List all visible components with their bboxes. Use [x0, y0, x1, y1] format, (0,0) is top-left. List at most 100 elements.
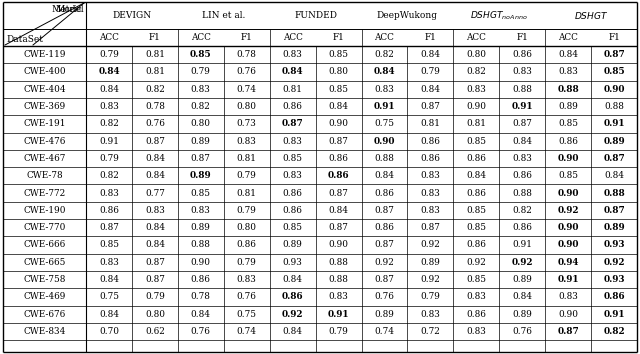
Text: LIN et al.: LIN et al. [202, 11, 245, 20]
Text: 0.83: 0.83 [191, 85, 211, 94]
Text: 0.81: 0.81 [283, 85, 303, 94]
Text: 0.84: 0.84 [558, 50, 578, 59]
Text: 0.85: 0.85 [558, 171, 578, 180]
Text: 0.83: 0.83 [512, 68, 532, 76]
Text: 0.86: 0.86 [604, 292, 625, 301]
Text: 0.83: 0.83 [328, 292, 348, 301]
Text: 0.75: 0.75 [237, 310, 257, 319]
Text: 0.82: 0.82 [99, 119, 119, 129]
Text: 0.72: 0.72 [420, 327, 440, 336]
Text: 0.89: 0.89 [604, 137, 625, 145]
Text: 0.80: 0.80 [328, 68, 349, 76]
Text: 0.86: 0.86 [374, 223, 394, 232]
Text: 0.83: 0.83 [283, 171, 303, 180]
Text: 0.83: 0.83 [237, 275, 257, 284]
Text: 0.87: 0.87 [145, 258, 165, 267]
Text: 0.90: 0.90 [328, 119, 349, 129]
Text: 0.87: 0.87 [557, 327, 579, 336]
Text: CWE-400: CWE-400 [23, 68, 66, 76]
Text: 0.82: 0.82 [99, 171, 119, 180]
Text: 0.87: 0.87 [328, 189, 348, 198]
Text: 0.87: 0.87 [603, 206, 625, 215]
Text: 0.81: 0.81 [145, 50, 165, 59]
Text: 0.86: 0.86 [467, 310, 486, 319]
Text: 0.87: 0.87 [328, 137, 348, 145]
Text: 0.75: 0.75 [99, 292, 119, 301]
Text: 0.81: 0.81 [237, 189, 257, 198]
Text: 0.82: 0.82 [512, 206, 532, 215]
Text: 0.83: 0.83 [283, 137, 303, 145]
Text: 0.89: 0.89 [420, 258, 440, 267]
Text: 0.85: 0.85 [99, 240, 119, 250]
Text: 0.90: 0.90 [557, 154, 579, 163]
Text: 0.84: 0.84 [420, 85, 440, 94]
Text: 0.89: 0.89 [374, 310, 394, 319]
Text: 0.79: 0.79 [237, 258, 257, 267]
Text: 0.86: 0.86 [374, 189, 394, 198]
Text: CWE-369: CWE-369 [24, 102, 66, 111]
Text: 0.91: 0.91 [511, 102, 533, 111]
Text: 0.83: 0.83 [420, 189, 440, 198]
Text: 0.84: 0.84 [512, 137, 532, 145]
Text: 0.87: 0.87 [420, 102, 440, 111]
Text: CWE-676: CWE-676 [24, 310, 66, 319]
Text: 0.84: 0.84 [99, 85, 119, 94]
Text: 0.90: 0.90 [604, 85, 625, 94]
Text: F1: F1 [241, 33, 253, 42]
Text: 0.84: 0.84 [374, 171, 394, 180]
Text: CWE-190: CWE-190 [23, 206, 66, 215]
Text: 0.83: 0.83 [237, 137, 257, 145]
Text: FUNDED: FUNDED [294, 11, 337, 20]
Text: 0.83: 0.83 [99, 189, 119, 198]
Text: 0.83: 0.83 [420, 171, 440, 180]
Text: 0.86: 0.86 [467, 154, 486, 163]
Text: 0.79: 0.79 [99, 154, 119, 163]
Text: 0.87: 0.87 [145, 275, 165, 284]
Text: 0.83: 0.83 [420, 310, 440, 319]
Text: 0.83: 0.83 [374, 85, 394, 94]
Text: 0.92: 0.92 [557, 206, 579, 215]
Text: 0.90: 0.90 [558, 310, 578, 319]
Text: 0.84: 0.84 [420, 50, 440, 59]
Text: DataSet: DataSet [6, 35, 43, 44]
Text: CWE-772: CWE-772 [24, 189, 66, 198]
Text: 0.74: 0.74 [374, 327, 394, 336]
Text: 0.86: 0.86 [282, 292, 303, 301]
Text: 0.93: 0.93 [604, 240, 625, 250]
Text: 0.84: 0.84 [328, 206, 349, 215]
Text: 0.91: 0.91 [374, 102, 396, 111]
Text: 0.86: 0.86 [467, 240, 486, 250]
Text: 0.91: 0.91 [328, 310, 349, 319]
Text: 0.93: 0.93 [604, 275, 625, 284]
Text: 0.89: 0.89 [191, 223, 211, 232]
Text: 0.82: 0.82 [467, 68, 486, 76]
Text: 0.85: 0.85 [328, 50, 349, 59]
Text: 0.80: 0.80 [237, 223, 257, 232]
Text: 0.82: 0.82 [191, 102, 211, 111]
Text: ACC: ACC [283, 33, 303, 42]
Text: 0.88: 0.88 [557, 85, 579, 94]
Text: 0.87: 0.87 [99, 223, 119, 232]
Text: F1: F1 [608, 33, 620, 42]
Text: 0.86: 0.86 [191, 275, 211, 284]
Text: 0.85: 0.85 [558, 119, 578, 129]
Text: 0.90: 0.90 [557, 223, 579, 232]
Text: 0.92: 0.92 [420, 275, 440, 284]
Text: 0.87: 0.87 [374, 275, 394, 284]
Text: ACC: ACC [374, 33, 394, 42]
Text: 0.83: 0.83 [283, 50, 303, 59]
Text: CWE-665: CWE-665 [23, 258, 66, 267]
Text: 0.81: 0.81 [420, 119, 440, 129]
Text: 0.89: 0.89 [512, 275, 532, 284]
Text: CWE-78: CWE-78 [26, 171, 63, 180]
Text: 0.91: 0.91 [557, 275, 579, 284]
Text: 0.85: 0.85 [283, 154, 303, 163]
Text: 0.88: 0.88 [328, 275, 348, 284]
Text: 0.87: 0.87 [374, 240, 394, 250]
Text: 0.79: 0.79 [420, 68, 440, 76]
Text: 0.78: 0.78 [191, 292, 211, 301]
Text: 0.62: 0.62 [145, 327, 165, 336]
Text: 0.88: 0.88 [512, 85, 532, 94]
Text: 0.81: 0.81 [467, 119, 486, 129]
Text: 0.90: 0.90 [557, 240, 579, 250]
